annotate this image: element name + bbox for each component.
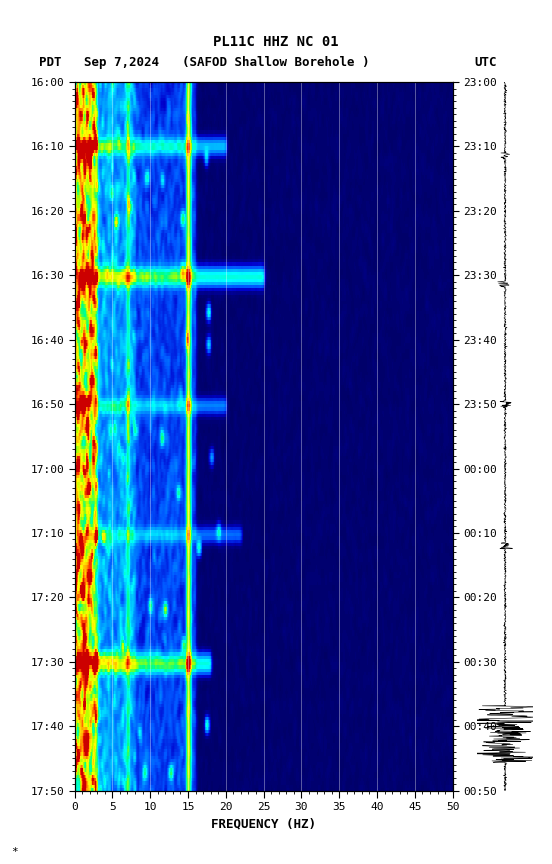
Text: PL11C HHZ NC 01: PL11C HHZ NC 01 xyxy=(213,35,339,48)
Text: (SAFOD Shallow Borehole ): (SAFOD Shallow Borehole ) xyxy=(182,56,370,69)
Text: PDT   Sep 7,2024: PDT Sep 7,2024 xyxy=(39,56,158,69)
Text: UTC: UTC xyxy=(475,56,497,69)
Text: *: * xyxy=(11,848,18,857)
X-axis label: FREQUENCY (HZ): FREQUENCY (HZ) xyxy=(211,818,316,831)
